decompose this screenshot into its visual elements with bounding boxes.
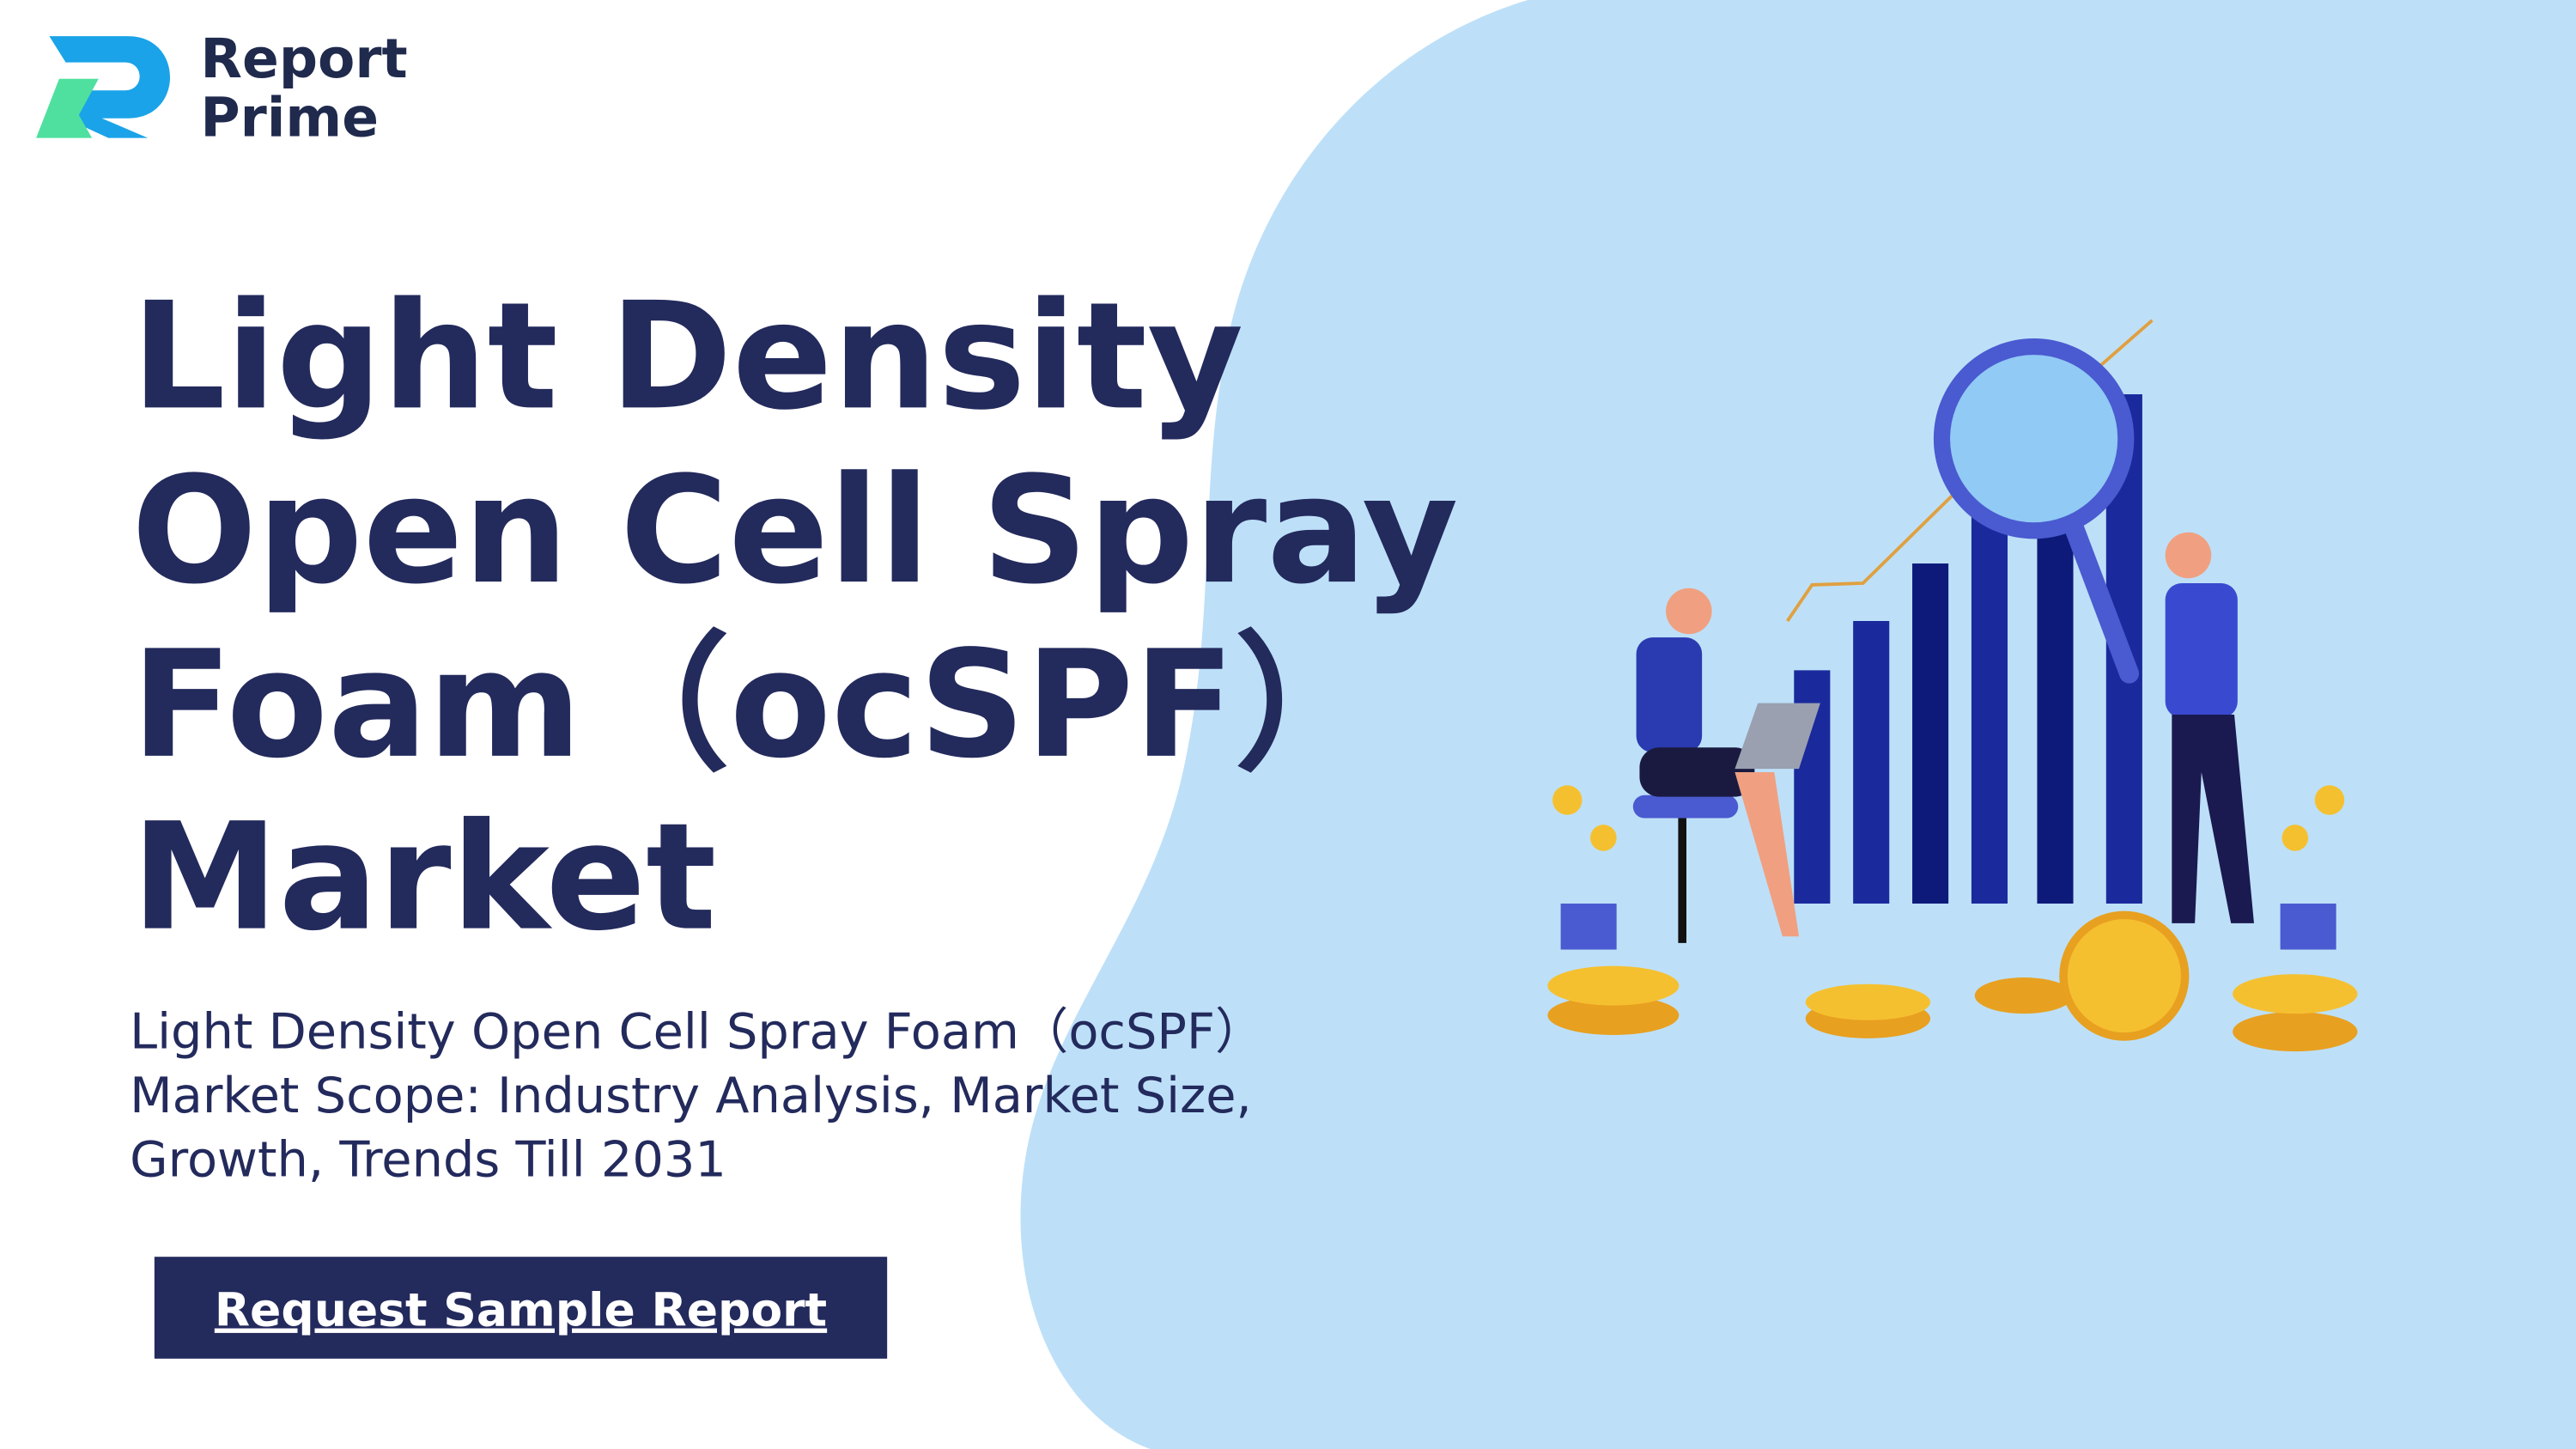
- subtitle-line: Light Density Open Cell Spray Foam（ocSPF…: [130, 1002, 1264, 1060]
- logo-mark: [36, 36, 171, 138]
- title-line: Open Cell Spray: [131, 444, 1458, 617]
- request-sample-button[interactable]: Request Sample Report: [154, 1257, 888, 1359]
- button-bg[interactable]: [154, 1257, 888, 1359]
- logo-text: Prime: [200, 86, 379, 149]
- illustration: [1547, 319, 2358, 1052]
- title-line: Light Density: [131, 270, 1243, 442]
- subtitle-line: Growth, Trends Till 2031: [130, 1131, 726, 1189]
- logo-text: Report: [200, 27, 407, 90]
- button-label[interactable]: Request Sample Report: [215, 1283, 827, 1337]
- title-line: Market: [131, 791, 716, 964]
- title-line: Foam（ocSPF）: [131, 618, 1382, 791]
- subtitle-line: Market Scope: Industry Analysis, Market …: [130, 1067, 1252, 1124]
